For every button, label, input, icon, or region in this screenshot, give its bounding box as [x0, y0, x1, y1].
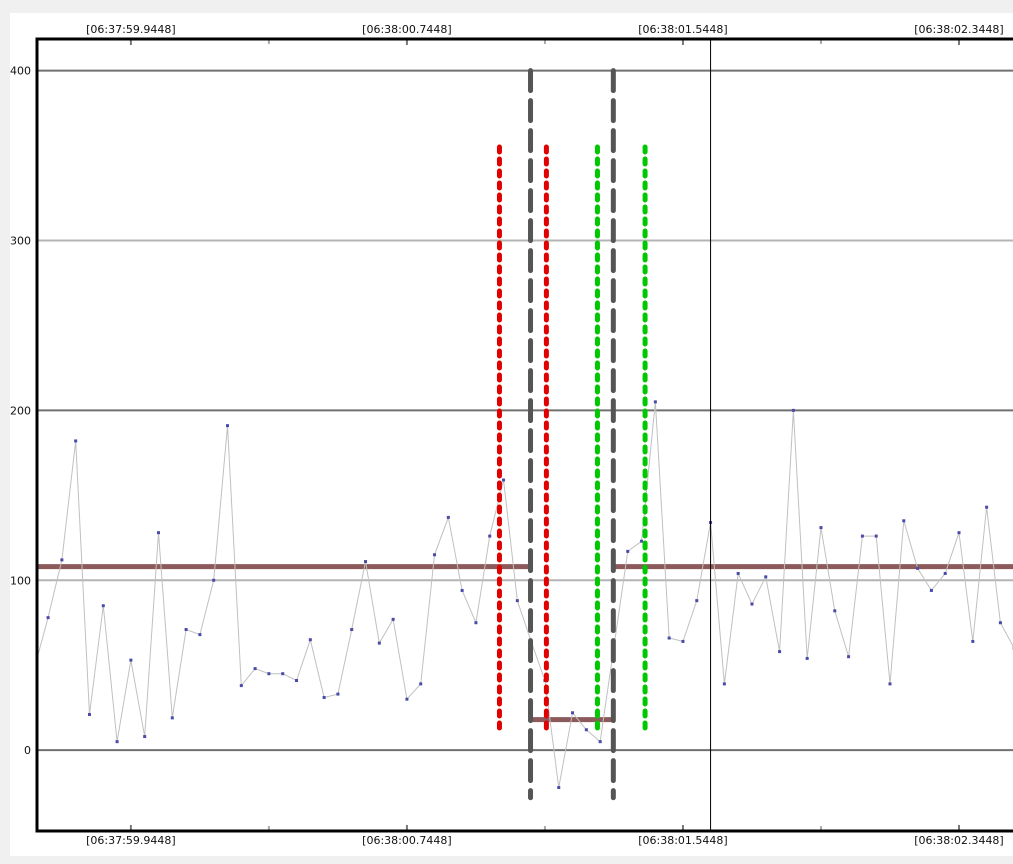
data-point	[115, 740, 119, 744]
data-point	[46, 616, 50, 620]
x-tick-label-top: [06:38:02.3448]	[914, 23, 1003, 36]
y-tick-label: 200	[10, 404, 31, 417]
data-point	[433, 553, 437, 557]
data-point	[598, 740, 602, 744]
data-point	[971, 639, 975, 643]
data-point	[833, 609, 837, 613]
data-point	[681, 639, 685, 643]
data-point	[460, 588, 464, 592]
data-point	[33, 667, 36, 670]
data-point	[653, 400, 657, 404]
y-tick-label: 0	[24, 744, 31, 757]
data-point	[364, 560, 368, 564]
data-point	[584, 728, 588, 732]
data-point	[156, 531, 160, 535]
data-point	[87, 712, 91, 716]
data-point	[502, 478, 506, 482]
data-point	[239, 684, 243, 688]
data-point	[267, 672, 271, 676]
data-point	[198, 633, 202, 637]
data-point	[336, 692, 340, 696]
data-point	[143, 735, 147, 739]
data-point	[405, 697, 409, 701]
data-point	[557, 786, 561, 790]
data-point	[778, 650, 782, 654]
data-point	[308, 638, 312, 642]
data-point	[791, 408, 795, 412]
data-point	[419, 682, 423, 686]
x-tick-label-bottom: [06:38:00.7448]	[362, 834, 451, 847]
data-point	[736, 571, 740, 575]
data-point	[750, 602, 754, 606]
data-point	[515, 599, 519, 603]
data-point	[888, 682, 892, 686]
level-lines	[38, 564, 1013, 723]
grid	[38, 69, 1013, 752]
data-point	[253, 667, 257, 671]
data-point	[985, 505, 989, 509]
data-point	[722, 682, 726, 686]
data-point	[212, 578, 216, 582]
data-point	[74, 439, 78, 443]
data-point	[488, 534, 492, 538]
data-point	[916, 566, 920, 570]
data-point	[184, 628, 188, 632]
data-point	[929, 588, 933, 592]
data-point	[998, 621, 1002, 625]
data-point	[571, 711, 575, 715]
series-line	[38, 401, 1013, 788]
data-point	[764, 575, 768, 579]
data-point	[170, 716, 174, 720]
data-point	[626, 549, 630, 553]
y-tick-label: 300	[10, 234, 31, 247]
plot-frame	[35, 37, 1013, 833]
x-tick-label-top: [06:38:00.7448]	[362, 23, 451, 36]
data-point	[446, 515, 450, 519]
data-point	[874, 534, 878, 538]
x-tick-label-top: [06:37:59.9448]	[86, 23, 175, 36]
data-point	[640, 539, 644, 543]
data-point	[474, 621, 478, 625]
y-tick-label: 400	[10, 65, 31, 78]
data-point	[860, 534, 864, 538]
x-tick-label-top: [06:38:01.5448]	[638, 23, 727, 36]
series	[33, 400, 1013, 790]
data-point	[295, 678, 299, 682]
data-point	[350, 628, 354, 632]
data-point	[957, 531, 961, 535]
data-point	[101, 604, 105, 608]
data-point	[281, 672, 285, 676]
x-tick-label-bottom: [06:38:01.5448]	[638, 834, 727, 847]
data-point	[322, 695, 326, 699]
x-tick-label-bottom: [06:38:02.3448]	[914, 834, 1003, 847]
data-point	[225, 424, 229, 428]
x-tick-label-bottom: [06:37:59.9448]	[86, 834, 175, 847]
data-point	[695, 599, 699, 603]
data-point	[377, 641, 381, 645]
axes: 0 100 200 300 400 [06:37:59.9448] [06:37:59.94…	[10, 23, 1013, 847]
vertical-markers	[496, 40, 712, 830]
data-point	[943, 571, 947, 575]
data-point	[391, 617, 395, 621]
y-tick-label: 100	[10, 574, 31, 587]
data-point	[60, 558, 64, 562]
data-point	[667, 636, 671, 640]
data-point	[902, 519, 906, 523]
data-point	[805, 656, 809, 660]
data-point	[819, 526, 823, 530]
data-point	[847, 655, 851, 659]
data-point	[129, 658, 133, 662]
chart-panel	[10, 13, 1013, 856]
